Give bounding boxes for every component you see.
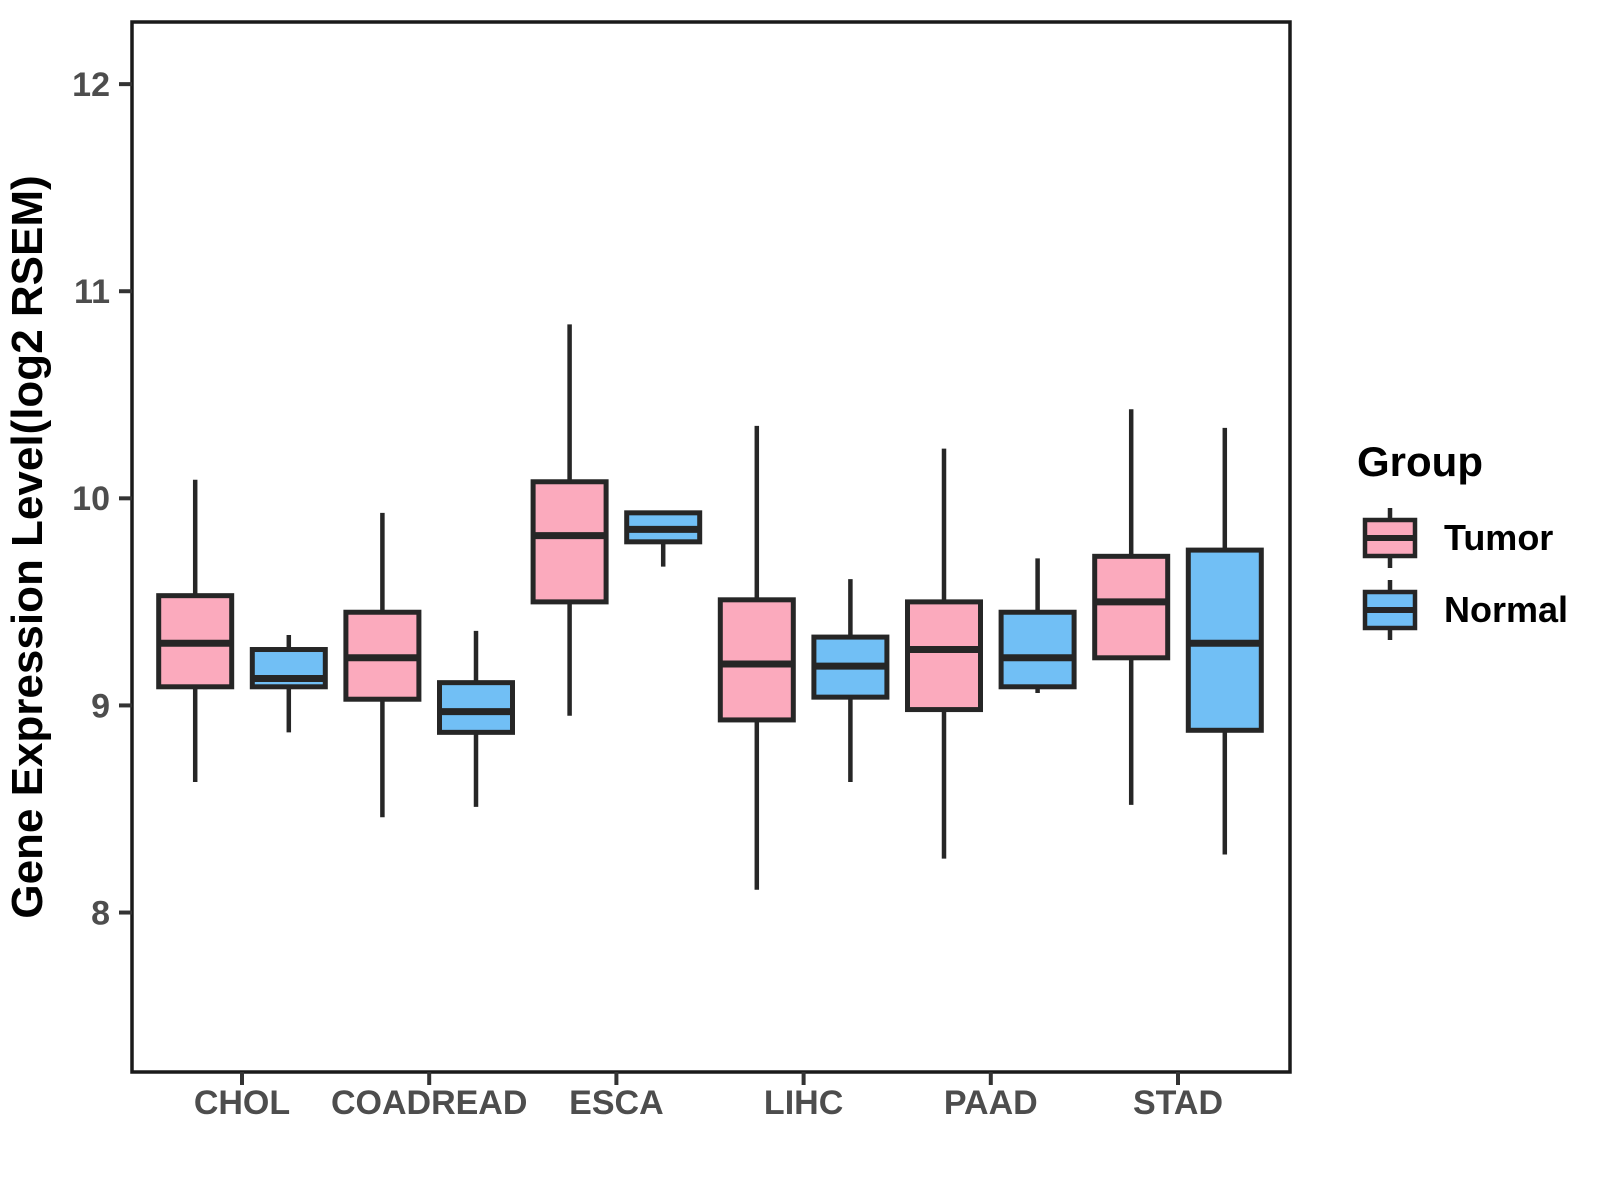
legend-title: Group — [1357, 438, 1483, 485]
x-tick-label-stad: STAD — [1133, 1084, 1223, 1122]
legend: Group Tumor Normal — [1330, 438, 1590, 650]
box-normal-paad — [998, 609, 1077, 690]
legend-label-normal: Normal — [1444, 589, 1569, 630]
x-tick-label-esca: ESCA — [569, 1084, 663, 1122]
y-tick-label: 12 — [72, 66, 110, 104]
box-normal-coadread — [437, 680, 515, 735]
box-tumor-esca — [530, 479, 609, 605]
x-tick-label-lihc: LIHC — [764, 1084, 843, 1122]
y-tick-label: 8 — [91, 894, 110, 932]
y-axis-title: Gene Expression Level(log2 RSEM) — [3, 175, 52, 918]
x-tick-label-chol: CHOL — [194, 1084, 290, 1122]
tumor-boxplot-key-icon — [1362, 508, 1418, 568]
y-tick-label: 11 — [74, 273, 110, 311]
x-tick-label-coadread: COADREAD — [331, 1084, 527, 1122]
box-tumor-paad — [905, 599, 983, 713]
legend-item-normal: Normal — [1362, 578, 1590, 642]
legend-item-tumor: Tumor — [1362, 506, 1590, 570]
normal-boxplot-key-icon — [1362, 580, 1418, 640]
x-tick-label-paad: PAAD — [944, 1084, 1038, 1122]
y-tick-label: 10 — [72, 480, 110, 518]
y-tick-label: 9 — [91, 687, 110, 725]
box-tumor-lihc — [717, 597, 796, 723]
plot-panel-border — [130, 20, 1292, 1074]
box-tumor-stad — [1092, 553, 1171, 661]
legend-label-tumor: Tumor — [1444, 517, 1554, 558]
